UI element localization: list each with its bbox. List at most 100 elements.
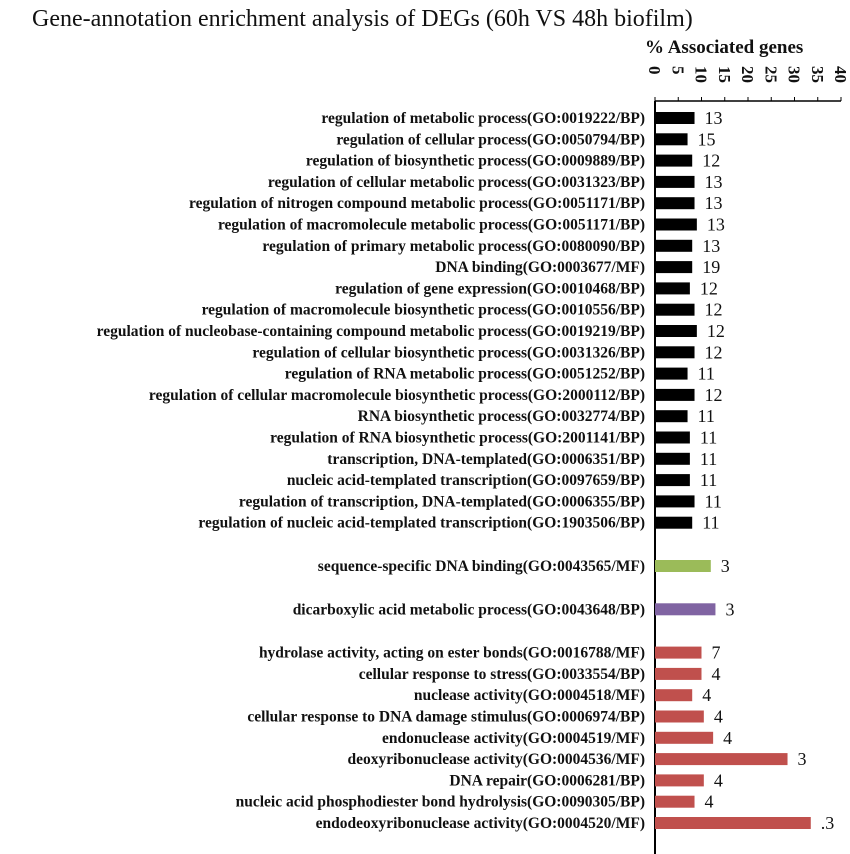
data-label: 3 bbox=[798, 749, 807, 769]
category-label: regulation of nucleobase-containing comp… bbox=[97, 323, 645, 340]
category-label: RNA biosynthetic process(GO:0032774/BP) bbox=[358, 408, 645, 425]
category-label: regulation of primary metabolic process(… bbox=[262, 238, 645, 255]
bar bbox=[655, 303, 695, 316]
x-tick-label: 10 bbox=[692, 66, 711, 83]
category-label: regulation of metabolic process(GO:00192… bbox=[321, 110, 645, 127]
bar bbox=[655, 667, 702, 680]
category-label: nucleic acid phosphodiester bond hydroly… bbox=[236, 794, 645, 811]
bar bbox=[655, 710, 704, 723]
bar bbox=[655, 346, 695, 359]
data-label: 4 bbox=[723, 728, 732, 748]
bar bbox=[655, 282, 690, 295]
x-tick-label: 5 bbox=[668, 66, 687, 75]
data-label: 15 bbox=[698, 129, 716, 149]
bar bbox=[655, 410, 688, 423]
bar bbox=[655, 154, 693, 167]
category-label: endonuclease activity(GO:0004519/MF) bbox=[382, 730, 645, 747]
bar bbox=[655, 731, 714, 744]
data-label: 4 bbox=[712, 664, 721, 684]
x-tick-label: 15 bbox=[715, 66, 734, 83]
category-label: regulation of biosynthetic process(GO:00… bbox=[306, 153, 645, 170]
category-label: regulation of macromolecule biosynthetic… bbox=[202, 302, 645, 319]
data-label: 3 bbox=[721, 556, 730, 576]
category-label: regulation of RNA biosynthetic process(G… bbox=[270, 430, 645, 447]
x-tick-label: 25 bbox=[761, 66, 780, 83]
category-label: regulation of cellular macromolecule bio… bbox=[149, 387, 645, 404]
bar bbox=[655, 560, 711, 572]
data-label: 19 bbox=[702, 257, 720, 277]
x-tick-label: 20 bbox=[738, 66, 757, 83]
bar bbox=[655, 388, 695, 401]
data-label: 11 bbox=[698, 406, 715, 426]
x-axis: 0 5 10 15 20 25 30 35 40 bbox=[645, 66, 850, 102]
data-label: 12 bbox=[700, 278, 718, 298]
category-label: sequence-specific DNA binding(GO:0043565… bbox=[318, 558, 645, 575]
bar bbox=[655, 239, 693, 252]
category-label: regulation of gene expression(GO:0010468… bbox=[335, 280, 645, 297]
bar bbox=[655, 753, 788, 766]
category-label: DNA binding(GO:0003677/MF) bbox=[435, 259, 645, 276]
category-label: nucleic acid-templated transcription(GO:… bbox=[287, 472, 645, 489]
data-label: 11 bbox=[705, 491, 722, 511]
data-label: 13 bbox=[705, 108, 723, 128]
bar bbox=[655, 774, 704, 787]
data-label: 13 bbox=[705, 172, 723, 192]
bar bbox=[655, 646, 702, 659]
chart-title: Gene-annotation enrichment analysis of D… bbox=[32, 6, 693, 32]
data-label: 12 bbox=[702, 151, 720, 171]
data-label: 11 bbox=[700, 428, 717, 448]
data-label: 12 bbox=[707, 321, 725, 341]
data-label: 4 bbox=[702, 685, 711, 705]
category-label: hydrolase activity, acting on ester bond… bbox=[259, 645, 645, 662]
bar bbox=[655, 795, 695, 808]
bar bbox=[655, 495, 695, 508]
bar bbox=[655, 367, 688, 380]
category-label: regulation of cellular process(GO:005079… bbox=[336, 131, 645, 148]
bar bbox=[655, 112, 695, 124]
data-label: 11 bbox=[700, 449, 717, 469]
data-label: 4 bbox=[705, 792, 714, 812]
data-label: 7 bbox=[712, 643, 721, 663]
bar bbox=[655, 175, 695, 188]
bar bbox=[655, 325, 697, 337]
data-label: 13 bbox=[707, 215, 725, 235]
bar bbox=[655, 689, 693, 702]
category-label: dicarboxylic acid metabolic process(GO:0… bbox=[293, 601, 645, 618]
category-label: regulation of nitrogen compound metaboli… bbox=[189, 195, 645, 212]
data-label: 4 bbox=[714, 770, 723, 790]
category-label: regulation of macromolecule metabolic pr… bbox=[218, 217, 645, 234]
category-label: cellular response to DNA damage stimulus… bbox=[247, 709, 645, 726]
data-label: 11 bbox=[698, 364, 715, 384]
x-tick-label: 0 bbox=[645, 66, 664, 75]
category-label: regulation of RNA metabolic process(GO:0… bbox=[285, 366, 645, 383]
data-label: 11 bbox=[700, 470, 717, 490]
data-label: 12 bbox=[705, 385, 723, 405]
bar bbox=[655, 817, 811, 829]
bar bbox=[655, 133, 688, 146]
x-axis-title: % Associated genes bbox=[645, 37, 803, 58]
bar bbox=[655, 218, 697, 231]
bar bbox=[655, 261, 693, 274]
x-tick-label: 40 bbox=[831, 66, 850, 83]
category-label: nuclease activity(GO:0004518/MF) bbox=[414, 687, 645, 704]
category-label: regulation of nucleic acid-templated tra… bbox=[198, 515, 645, 532]
data-label: 13 bbox=[705, 193, 723, 213]
bar bbox=[655, 516, 693, 529]
category-label: regulation of cellular metabolic process… bbox=[268, 174, 645, 191]
bars: regulation of metabolic process(GO:00192… bbox=[97, 108, 835, 833]
bar bbox=[655, 603, 716, 616]
x-tick-label: 35 bbox=[808, 66, 827, 83]
bar bbox=[655, 474, 690, 487]
data-label: 13 bbox=[702, 236, 720, 256]
bar bbox=[655, 452, 690, 465]
category-label: regulation of transcription, DNA-templat… bbox=[239, 493, 645, 510]
category-label: transcription, DNA-templated(GO:0006351/… bbox=[327, 451, 645, 468]
data-label: 12 bbox=[705, 300, 723, 320]
category-label: cellular response to stress(GO:0033554/B… bbox=[359, 666, 645, 683]
data-label: 4 bbox=[714, 707, 723, 727]
category-label: deoxyribonuclease activity(GO:0004536/MF… bbox=[348, 751, 645, 768]
data-label: 11 bbox=[702, 513, 719, 533]
data-label: 12 bbox=[705, 342, 723, 362]
category-label: regulation of cellular biosynthetic proc… bbox=[252, 344, 645, 361]
